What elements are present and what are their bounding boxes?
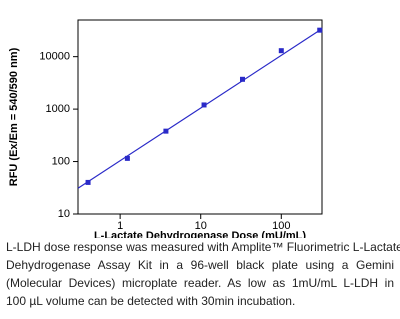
x-tick-label: 10 <box>195 220 207 232</box>
plot-frame <box>77 19 323 215</box>
caption: L-LDH dose response was measured with Am… <box>6 238 400 310</box>
x-tick-label: 100 <box>272 220 290 232</box>
data-point <box>278 48 284 54</box>
y-tick-label: 100 <box>52 155 70 167</box>
data-point <box>239 76 245 82</box>
chart: L-Lactate Dehydrogenase Dose (mU/mL) RFU… <box>8 19 323 242</box>
data-point <box>201 102 207 108</box>
data-point <box>163 128 169 134</box>
y-tick-label: 10000 <box>39 51 70 63</box>
y-tick-label: 10 <box>58 208 70 220</box>
caption-line: L-LDH dose response was measured with Am… <box>6 240 400 254</box>
caption-line: (Molecular Devices) microplate reader. A… <box>6 276 394 290</box>
y-tick-label: 1000 <box>46 103 70 115</box>
caption-line: Dehydrogenase Assay Kit in a 96-well bla… <box>6 258 394 272</box>
data-point <box>124 155 130 161</box>
caption-line: 100 µL volume can be detected with 30min… <box>6 294 296 308</box>
data-point <box>85 179 91 185</box>
y-axis-label: RFU (Ex/Em = 540/590 nm) <box>8 47 20 186</box>
data-point <box>317 27 323 33</box>
fit-line <box>77 28 323 189</box>
x-tick-label: 1 <box>117 220 123 232</box>
